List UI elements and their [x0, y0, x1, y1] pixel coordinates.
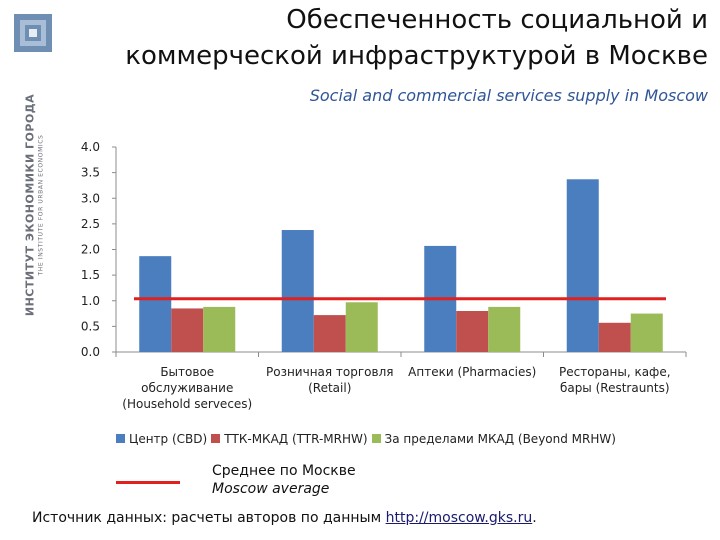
page-subtitle: Social and commercial services supply in… — [309, 86, 708, 105]
page-title: Обеспеченность социальной и коммерческой… — [125, 2, 708, 74]
y-tick-label: 1.5 — [81, 268, 100, 282]
bar-series-3-cat-3 — [488, 306, 521, 352]
category-label-1: Бытовое обслуживание (Household serveces) — [107, 364, 267, 412]
category-label-2: Розничная торговля (Retail) — [250, 364, 410, 396]
legend-label: За пределами МКАД (Beyond MRHW) — [384, 432, 616, 446]
legend-item-2: ТТК-МКАД (TTR-MRHW) — [211, 432, 368, 446]
category-label-line: Аптеки (Pharmacies) — [408, 365, 537, 379]
bar-series-3-cat-2 — [345, 302, 378, 352]
source-suffix: . — [532, 510, 537, 526]
bar-series-2-cat-3 — [456, 311, 489, 352]
y-tick-label: 2.0 — [81, 243, 100, 257]
legend-label: Центр (CBD) — [129, 432, 208, 446]
institute-logo — [14, 14, 52, 52]
legend-swatch — [116, 434, 125, 443]
bar-series-1-cat-1 — [139, 256, 172, 352]
bar-series-1-cat-4 — [566, 179, 599, 352]
y-tick-label: 3.5 — [81, 166, 100, 180]
category-label-line: Розничная торговля — [266, 365, 394, 379]
title-line-1: Обеспеченность социальной и — [286, 5, 708, 35]
title-line-2: коммерческой инфраструктурой в Москве — [125, 41, 708, 71]
bar-series-1-cat-2 — [281, 230, 314, 352]
category-label-4: Рестораны, кафе, бары (Restraunts) — [535, 364, 695, 396]
category-label-line: (Retail) — [308, 381, 352, 395]
source-prefix: Источник данных: расчеты авторов по данн… — [32, 510, 386, 526]
legend-swatch — [211, 434, 221, 443]
category-label-line: бары (Restraunts) — [559, 381, 670, 395]
category-label-line: (Household serveces) — [122, 397, 253, 411]
bar-series-2-cat-4 — [598, 322, 631, 352]
bar-series-3-cat-1 — [203, 306, 236, 352]
average-legend: Среднее по Москве Moscow average — [212, 462, 356, 498]
average-label-en: Moscow average — [212, 481, 330, 497]
category-label-line: Рестораны, кафе, — [558, 365, 671, 379]
y-tick-label: 3.0 — [81, 191, 100, 205]
y-tick-label: 0.5 — [81, 319, 100, 333]
average-label-ru: Среднее по Москве — [212, 463, 356, 479]
legend-swatch — [371, 434, 381, 443]
category-label-line: обслуживание — [141, 381, 234, 395]
category-label-3: Аптеки (Pharmacies) — [392, 364, 552, 380]
average-line-sample — [116, 481, 180, 484]
legend-item-1: Центр (CBD) — [116, 432, 207, 446]
bar-series-2-cat-2 — [313, 315, 346, 352]
y-tick-label: 0.0 — [81, 345, 100, 359]
data-source: Источник данных: расчеты авторов по данн… — [32, 510, 537, 526]
chart-legend: Центр (CBD) ТТК-МКАД (TTR-MRHW) За предела… — [116, 432, 620, 446]
legend-label: ТТК-МКАД (TTR-MRHW) — [224, 432, 368, 446]
y-tick-label: 4.0 — [81, 140, 100, 154]
source-link[interactable]: http://moscow.gks.ru — [385, 510, 533, 526]
legend-item-3: За пределами МКАД (Beyond MRHW) — [371, 432, 616, 446]
y-tick-label: 1.0 — [81, 294, 100, 308]
bar-series-3-cat-4 — [630, 313, 663, 352]
category-label-line: Бытовое — [160, 365, 215, 379]
y-tick-label: 2.5 — [81, 217, 100, 231]
bar-series-2-cat-1 — [171, 308, 204, 352]
